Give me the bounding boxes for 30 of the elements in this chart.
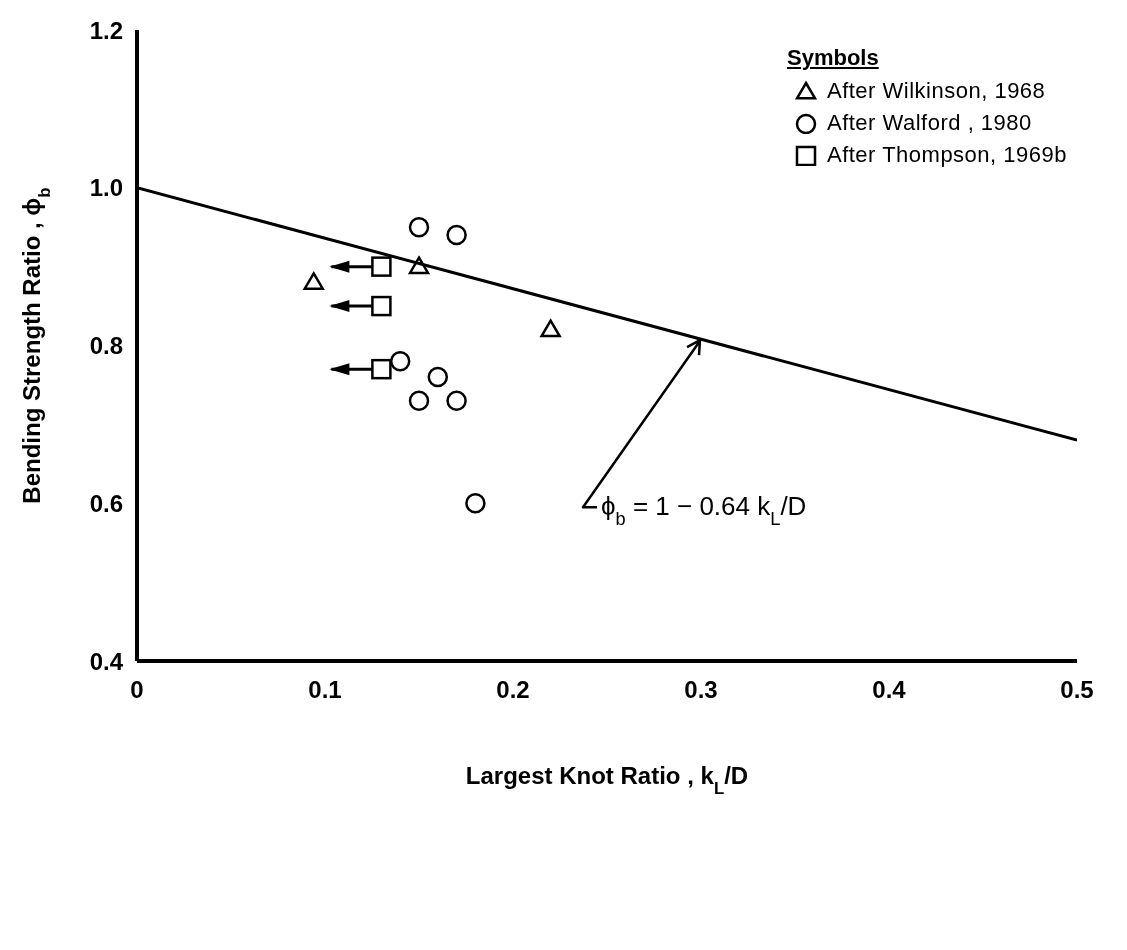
point (427, 366, 449, 388)
point (408, 216, 430, 238)
point (408, 256, 430, 275)
point (389, 351, 411, 372)
point (371, 358, 392, 380)
y-tick-label: 0.8 (89, 332, 123, 360)
point (465, 493, 486, 514)
legend-label: After Thompson, 1969b (826, 141, 1067, 169)
legend-title: Symbols (786, 45, 880, 71)
x-tick-label: 0.4 (872, 676, 907, 704)
point (446, 224, 467, 246)
point (540, 319, 561, 338)
x-axis-title: Largest Knot Ratio , k$_{L}$/D (465, 762, 749, 798)
x-tick-label: 0.3 (684, 676, 718, 704)
annotation: ϕ$_{b}$ = 1 − 0.64 k$_{L}$/D (601, 491, 807, 530)
x-tick-label: 0.1 (308, 676, 342, 704)
y-tick-label: 0.4 (89, 647, 124, 675)
y-tick-label: 0.6 (89, 489, 123, 517)
point (446, 390, 467, 411)
y-tick-label: 1.0 (89, 174, 123, 202)
point (371, 295, 392, 317)
legend-label: After Wilkinson, 1968 (826, 77, 1046, 105)
y-tick-label: 1.2 (89, 16, 123, 44)
x-tick-label: 0 (130, 676, 144, 704)
legend-label: After Walford , 1980 (826, 109, 1032, 137)
point (408, 390, 430, 411)
point (371, 256, 392, 277)
point (303, 272, 324, 290)
x-tick-label: 0.5 (1060, 676, 1094, 704)
x-tick-label: 0.2 (496, 676, 530, 704)
